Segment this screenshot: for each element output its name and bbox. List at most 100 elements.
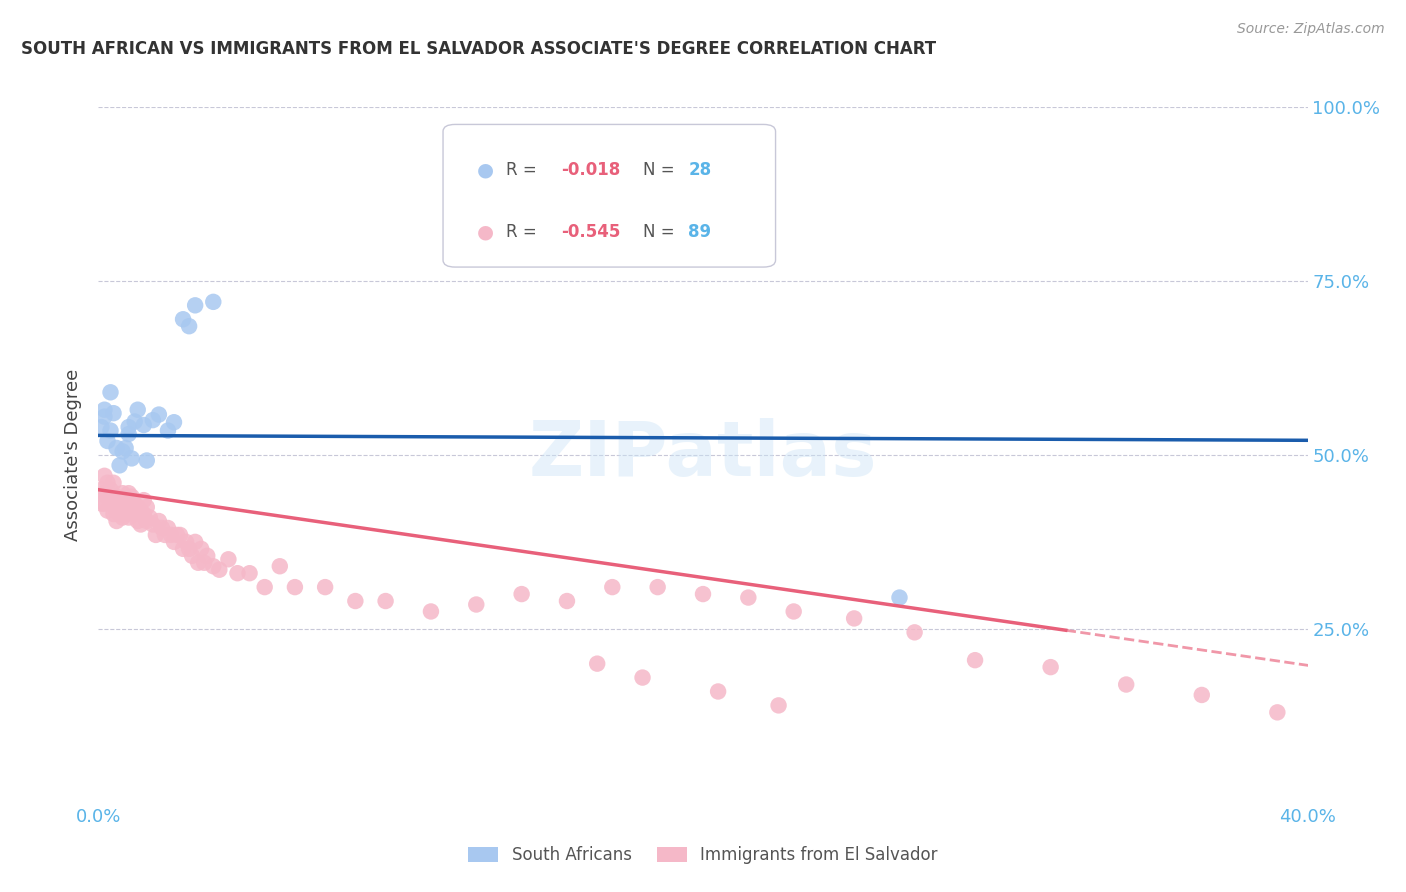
Point	[118, 500, 141, 514]
Point	[150, 521, 173, 535]
Point	[108, 493, 131, 508]
Point	[121, 503, 143, 517]
Point	[114, 507, 136, 521]
Point	[153, 528, 176, 542]
Point	[100, 385, 122, 400]
Point	[374, 594, 396, 608]
Point	[172, 312, 194, 326]
Point	[105, 441, 128, 455]
Point	[783, 605, 806, 619]
Point	[179, 541, 201, 556]
Point	[124, 415, 146, 429]
Point	[90, 497, 112, 511]
Point	[420, 605, 443, 619]
Point	[148, 514, 170, 528]
Point	[179, 319, 201, 334]
Point	[139, 510, 162, 524]
Text: 89: 89	[689, 223, 711, 241]
Point	[647, 580, 669, 594]
Point	[904, 625, 927, 640]
Point	[100, 483, 122, 497]
Point	[127, 500, 149, 514]
Point	[124, 507, 146, 521]
Point	[105, 514, 128, 528]
Point	[132, 493, 155, 508]
Point	[555, 594, 578, 608]
Point	[111, 486, 134, 500]
Point	[181, 549, 204, 563]
Point	[768, 698, 790, 713]
Point	[96, 503, 118, 517]
Point	[135, 500, 157, 514]
Point	[118, 427, 141, 442]
Point	[160, 528, 183, 542]
Point	[142, 413, 165, 427]
Point	[124, 497, 146, 511]
Point	[1039, 660, 1062, 674]
Point	[184, 298, 207, 312]
Text: ●: ●	[477, 222, 494, 242]
Point	[193, 556, 215, 570]
Point	[465, 598, 488, 612]
Text: N =: N =	[643, 223, 679, 241]
Legend: South Africans, Immigrants from El Salvador: South Africans, Immigrants from El Salva…	[461, 839, 945, 871]
Point	[692, 587, 714, 601]
Point	[344, 594, 367, 608]
Point	[111, 444, 134, 458]
Point	[217, 552, 239, 566]
Text: -0.545: -0.545	[561, 223, 621, 241]
Point	[284, 580, 307, 594]
Point	[127, 514, 149, 528]
Point	[129, 503, 152, 517]
Point	[1115, 677, 1137, 691]
Point	[172, 541, 194, 556]
Text: ●: ●	[477, 161, 494, 179]
Text: -0.018: -0.018	[561, 161, 621, 179]
Point	[1191, 688, 1213, 702]
Point	[707, 684, 730, 698]
Point	[187, 556, 209, 570]
Point	[156, 424, 179, 438]
Point	[90, 420, 112, 434]
Point	[96, 475, 118, 490]
Point	[166, 528, 188, 542]
Point	[314, 580, 336, 594]
Point	[96, 434, 118, 448]
Point	[114, 497, 136, 511]
Text: ZIPatlas: ZIPatlas	[529, 418, 877, 491]
Point	[510, 587, 533, 601]
Point	[118, 510, 141, 524]
Point	[93, 497, 115, 511]
Point	[195, 549, 218, 563]
Point	[100, 424, 122, 438]
Point	[93, 468, 115, 483]
Point	[105, 503, 128, 517]
Point	[129, 517, 152, 532]
Text: R =: R =	[506, 223, 541, 241]
Point	[174, 534, 197, 549]
Point	[93, 486, 115, 500]
Point	[111, 510, 134, 524]
Point	[103, 475, 125, 490]
Point	[602, 580, 624, 594]
Point	[100, 493, 122, 508]
Point	[93, 402, 115, 417]
Point	[118, 420, 141, 434]
Point	[103, 507, 125, 521]
Point	[145, 528, 167, 542]
Point	[114, 441, 136, 455]
Point	[226, 566, 249, 581]
Point	[239, 566, 262, 581]
Text: 28: 28	[689, 161, 711, 179]
Point	[108, 458, 131, 473]
Point	[93, 409, 115, 424]
Text: SOUTH AFRICAN VS IMMIGRANTS FROM EL SALVADOR ASSOCIATE'S DEGREE CORRELATION CHAR: SOUTH AFRICAN VS IMMIGRANTS FROM EL SALV…	[21, 40, 936, 58]
Point	[108, 507, 131, 521]
Point	[132, 507, 155, 521]
Point	[184, 534, 207, 549]
Point	[156, 521, 179, 535]
Point	[135, 453, 157, 467]
Point	[90, 483, 112, 497]
Point	[586, 657, 609, 671]
Point	[269, 559, 291, 574]
